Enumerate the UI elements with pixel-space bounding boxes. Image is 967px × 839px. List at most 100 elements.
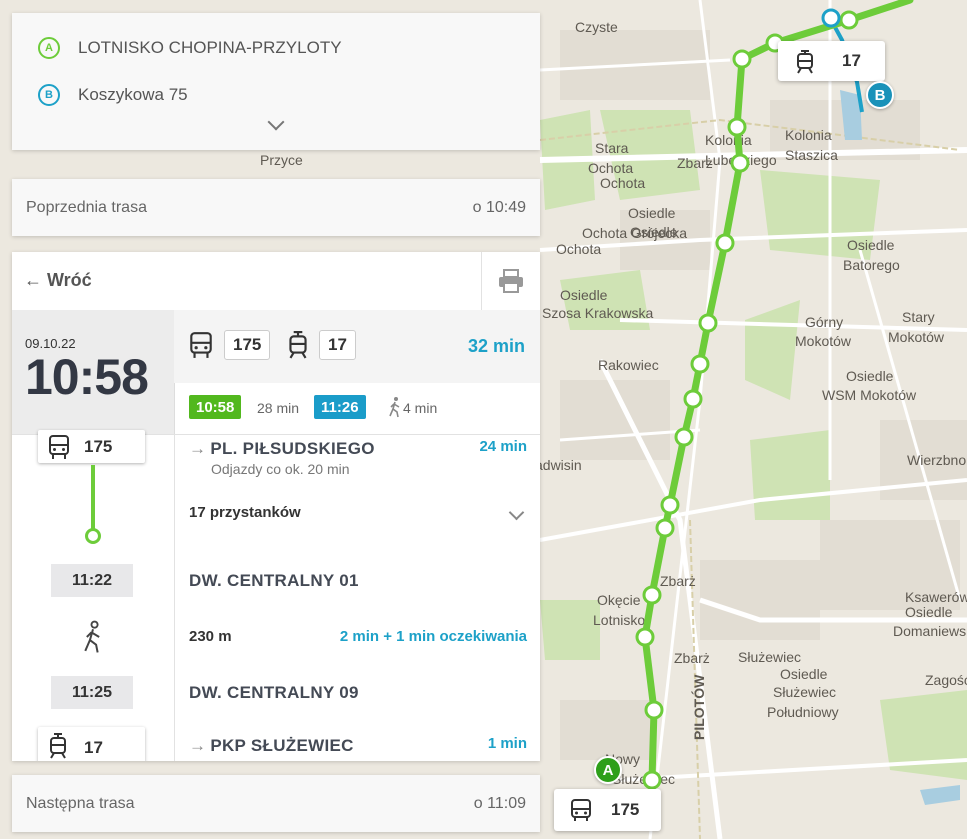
route-stop-dot[interactable] (683, 389, 703, 409)
bus-icon (571, 799, 591, 821)
route-legs: → PL. PIŁSUDSKIEGO Odjazdy co ok. 20 min … (175, 435, 540, 761)
stops-count: 17 przystanków (189, 504, 301, 521)
route-stop-dot[interactable] (690, 354, 710, 374)
map-label: Rakowiec (598, 357, 659, 373)
arrow-right-icon: → (189, 439, 207, 458)
bus-departure-time: 10:58 (189, 395, 242, 419)
map-label: Osiedle (560, 287, 608, 303)
summary-departure: 09.10.22 10:58 (12, 310, 175, 434)
bus-frequency: Odjazdy co ok. 20 min (211, 461, 350, 477)
walk-distance: 230 m (189, 628, 232, 645)
stops-toggle[interactable]: 17 przystanków (175, 491, 540, 527)
route-stop-dot[interactable] (727, 117, 747, 137)
map-label: Osiedle (847, 237, 895, 253)
previous-route-button[interactable]: Poprzednia trasa o 10:49 (12, 179, 540, 236)
arrow-right-icon: → (189, 736, 207, 755)
tram-start-stop: DW. CENTRALNY 09 (189, 683, 359, 702)
tram-line-chip: 17 (319, 330, 356, 360)
route-summary[interactable]: 09.10.22 10:58 175 17 32 min 10:58 28 mi… (12, 310, 540, 435)
map-bus-badge[interactable]: 175 (554, 789, 661, 831)
route-stop-dot[interactable] (655, 518, 675, 538)
route-stop-dot[interactable] (839, 10, 859, 30)
timeline-stop-dot (85, 528, 101, 544)
route-stop-dot[interactable] (635, 627, 655, 647)
map-label: WSM Mokotów (822, 387, 917, 403)
tram-icon (50, 733, 66, 759)
total-duration: 32 min (467, 336, 525, 356)
timeline-bus-line (91, 465, 95, 533)
route-stop-dot[interactable] (674, 427, 694, 447)
map-label: Kolonia (785, 127, 832, 143)
previous-route-time: o 10:49 (472, 199, 526, 216)
destination-marker-icon: B (38, 84, 60, 106)
route-details-panel: ← Wróć 09.10.22 10:58 175 17 32 min 10:5… (12, 252, 540, 761)
bus-direction: → PL. PIŁSUDSKIEGO (189, 439, 375, 459)
building-blocks (560, 30, 967, 760)
back-button[interactable]: ← Wróć (24, 270, 92, 290)
railway (539, 118, 961, 839)
bus-leg-duration: 24 min (479, 438, 527, 455)
route-stop-dot[interactable] (660, 495, 680, 515)
walking-person-icon (389, 397, 400, 418)
walk-duration: 4 min (403, 400, 438, 416)
map-label: Ochota Grójecka (582, 225, 687, 241)
timeline-depart-time: 11:25 (51, 676, 133, 709)
map-label: Zagość (925, 672, 967, 688)
map-label: Wierzbno (907, 452, 966, 468)
destination-name: Koszykowa 75 (78, 85, 188, 104)
map-label: Domaniewska (893, 623, 967, 639)
route-stop-dot[interactable] (715, 233, 735, 253)
tram-departure-time: 11:26 (314, 395, 366, 419)
walk-stop-dot[interactable] (821, 8, 841, 28)
map-label: Szosa Krakowska (542, 305, 653, 321)
route-stop-dot[interactable] (698, 313, 718, 333)
details-toolbar: ← Wróć (12, 252, 540, 311)
summary-time: 10:58 (25, 349, 149, 405)
timeline-bus-number: 175 (84, 437, 113, 456)
next-route-label: Następna trasa (26, 795, 135, 812)
map-label: Południowy (767, 704, 839, 720)
origin-destination-panel: A LOTNISKO CHOPINA-PRZYLOTY B Koszykowa … (12, 13, 540, 150)
map-label: Ochota (556, 241, 601, 257)
origin-pin[interactable]: A (594, 756, 622, 784)
route-stop-dot[interactable] (644, 700, 664, 720)
tram-icon (797, 50, 813, 74)
timeline-bus-card: 175 (38, 430, 145, 463)
next-route-button[interactable]: Następna trasa o 11:09 (12, 775, 540, 832)
route-stops (635, 8, 859, 790)
expand-chevron-icon[interactable] (267, 113, 285, 131)
map-label: Mokotów (795, 333, 852, 349)
route-stop-dot[interactable] (642, 770, 662, 790)
summary-date: 09.10.22 (25, 336, 76, 351)
origin-row[interactable]: A LOTNISKO CHOPINA-PRZYLOTY (38, 37, 342, 59)
map-label: adwisin (535, 457, 582, 473)
park-areas (540, 110, 967, 780)
map-label: Osiedle (630, 224, 678, 240)
map-label: Osiedle (905, 604, 953, 620)
map-label: Kolonia (705, 132, 752, 148)
route-stop-dot[interactable] (730, 153, 750, 173)
destination-pin[interactable]: B (866, 81, 894, 109)
map-label: Służewiec (773, 684, 836, 700)
map-label: Osiedle (628, 205, 676, 221)
map-label: Służewiec (738, 649, 801, 665)
print-button[interactable] (481, 252, 540, 310)
route-timeline: 175 11:22 11:25 17 (12, 430, 175, 761)
map-label: Okęcie (597, 592, 641, 608)
map-label: Czyste (575, 19, 618, 35)
previous-route-label: Poprzednia trasa (26, 199, 147, 216)
tram-leg-duration: 1 min (487, 735, 527, 752)
timeline-tram-number: 17 (84, 738, 103, 757)
water (840, 90, 960, 805)
route-stop-dot[interactable] (642, 585, 662, 605)
map-label: Górny (805, 314, 843, 330)
walking-person-icon (84, 620, 100, 653)
map-tram-badge[interactable]: 17 (778, 41, 885, 81)
map-tram-badge-number: 17 (842, 51, 861, 70)
destination-row[interactable]: B Koszykowa 75 (38, 84, 188, 106)
printer-icon (499, 269, 523, 293)
map-label: Mokotów (888, 329, 945, 345)
bus-direction-name: PL. PIŁSUDSKIEGO (210, 439, 375, 458)
route-stop-dot[interactable] (732, 49, 752, 69)
map-label: Lotnisko (593, 612, 645, 628)
